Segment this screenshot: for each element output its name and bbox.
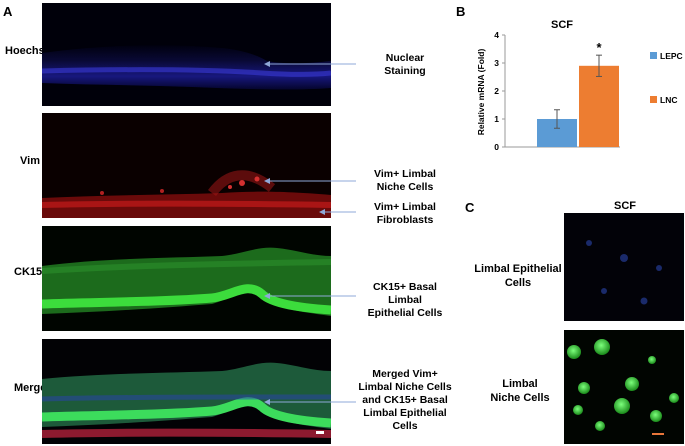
annotation-vim-fibroblasts: Vim+ Limbal Fibroblasts [374, 201, 436, 226]
row-label-hoechst: Hoechst [5, 45, 49, 57]
scf-bar-chart: SCF Relative mRNA (Fold) 0 1 2 3 4 * LEPC LNC [476, 19, 683, 152]
chart-title: SCF [551, 19, 573, 31]
row-label-merge: Merge [14, 382, 47, 394]
y-tick-label: 1 [494, 114, 499, 124]
legend-label-lepc: LEPC [660, 51, 683, 61]
row-label-vim: Vim [20, 155, 40, 167]
panel-a-letter: A [3, 4, 13, 19]
y-tick-label: 0 [494, 142, 499, 152]
bar-lnc [579, 65, 619, 147]
ck15-image [42, 226, 331, 331]
y-tick-label: 4 [494, 30, 499, 40]
hoechst-image [42, 3, 331, 106]
annotation-vim-niche: Vim+ Limbal Niche Cells [374, 168, 436, 193]
y-axis-label: Relative mRNA (Fold) [476, 49, 486, 136]
merge-image [42, 339, 331, 444]
annotation-merge: Merged Vim+ Limbal Niche Cells and CK15+… [358, 368, 452, 432]
significance-marker: * [596, 40, 602, 55]
scf-epithelial-image [564, 213, 684, 321]
panel-c-letter: C [465, 200, 475, 215]
panel-c-title: SCF [614, 200, 636, 212]
panel-c-label-epithelial: Limbal Epithelial Cells [474, 263, 562, 289]
panel-c-label-niche: Limbal Niche Cells [490, 378, 550, 404]
legend-swatch-lnc [650, 96, 657, 103]
annotation-nuclear-staining: Nuclear Staining [384, 52, 426, 77]
legend-label-lnc: LNC [660, 95, 677, 105]
panel-b-letter: B [456, 4, 466, 19]
legend-swatch-lepc [650, 52, 657, 59]
vim-image [42, 113, 331, 218]
scf-niche-image [564, 330, 684, 444]
annotation-ck15: CK15+ Basal Limbal Epithelial Cells [367, 281, 443, 319]
row-label-ck15: CK15 [14, 266, 43, 278]
y-tick-label: 2 [494, 86, 499, 96]
y-tick-label: 3 [494, 58, 499, 68]
